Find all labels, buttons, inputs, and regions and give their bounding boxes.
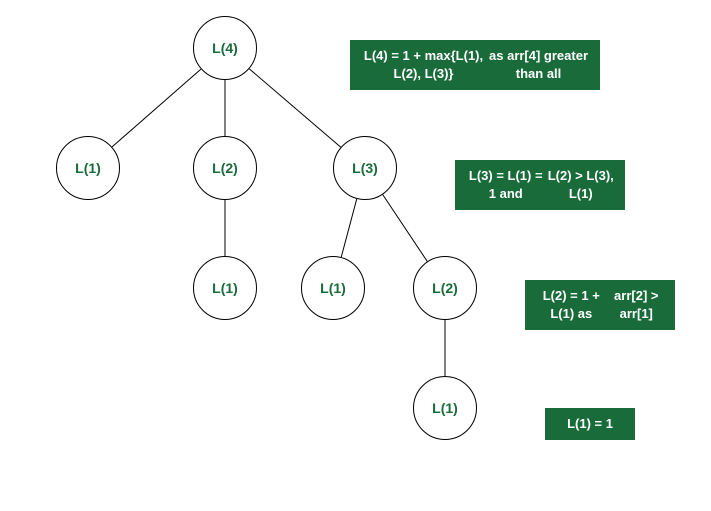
tree-node-label: L(1)	[432, 400, 458, 416]
tree-edge	[341, 199, 357, 257]
annotation-note-line: L(1) = 1	[567, 415, 613, 433]
tree-node: L(1)	[413, 376, 477, 440]
tree-node: L(2)	[413, 256, 477, 320]
annotation-note: L(2) = 1 + L(1) asarr[2] > arr[1]	[525, 280, 675, 330]
annotation-note: L(3) = L(1) = 1 andL(2) > L(3), L(1)	[455, 160, 625, 210]
annotation-note-line: L(2) > L(3), L(1)	[546, 167, 615, 202]
tree-node-label: L(1)	[212, 280, 238, 296]
annotation-note-line: arr[2] > arr[1]	[608, 287, 665, 322]
tree-edge	[249, 69, 340, 147]
tree-node: L(1)	[193, 256, 257, 320]
annotation-note-line: L(2) = 1 + L(1) as	[535, 287, 608, 322]
tree-node: L(2)	[193, 136, 257, 200]
tree-node: L(1)	[56, 136, 120, 200]
annotation-note: L(4) = 1 + max{L(1), L(2), L(3)}as arr[4…	[350, 40, 600, 90]
annotation-note-line: as arr[4] greater than all	[487, 47, 590, 82]
tree-node-label: L(1)	[320, 280, 346, 296]
annotation-note-line: L(4) = 1 + max{L(1), L(2), L(3)}	[360, 47, 487, 82]
tree-node: L(3)	[333, 136, 397, 200]
tree-edge	[383, 195, 427, 262]
tree-node-label: L(3)	[352, 160, 378, 176]
annotation-note: L(1) = 1	[545, 408, 635, 440]
tree-node-label: L(2)	[212, 160, 238, 176]
tree-node-label: L(2)	[432, 280, 458, 296]
tree-node: L(4)	[193, 16, 257, 80]
tree-node-label: L(4)	[212, 40, 238, 56]
tree-edge	[112, 69, 201, 147]
tree-node-label: L(1)	[75, 160, 101, 176]
annotation-note-line: L(3) = L(1) = 1 and	[465, 167, 546, 202]
tree-node: L(1)	[301, 256, 365, 320]
